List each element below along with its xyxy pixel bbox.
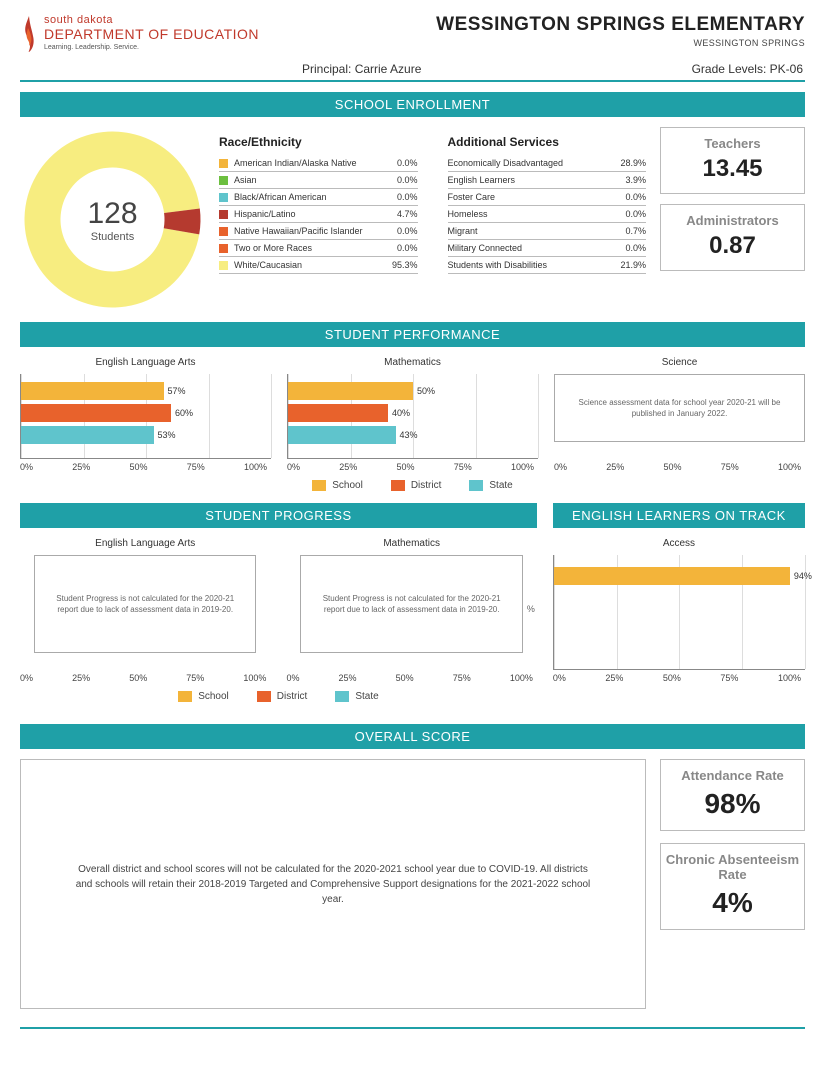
logo-line1: south dakota — [44, 14, 259, 26]
elot-chart: Access94%0%25%50%75%100% — [553, 538, 805, 683]
race-row: Hispanic/Latino4.7% — [219, 206, 418, 223]
legend-district: District — [411, 480, 442, 491]
service-row: Homeless0.0% — [448, 206, 647, 223]
progress-chart: English Language ArtsStudent Progress is… — [20, 538, 270, 683]
attendance-value: 98% — [665, 788, 800, 820]
divider — [20, 80, 805, 82]
service-row: Economically Disadvantaged28.9% — [448, 155, 647, 172]
perf-chart: ScienceScience assessment data for schoo… — [554, 357, 805, 472]
admin-box: Administrators 0.87 — [660, 204, 805, 271]
attendance-label: Attendance Rate — [665, 768, 800, 784]
race-table: Race/Ethnicity American Indian/Alaska Na… — [219, 135, 418, 274]
perf-chart: English Language Arts57%60%53%0%25%50%75… — [20, 357, 271, 472]
teachers-label: Teachers — [665, 136, 800, 151]
admin-label: Administrators — [665, 213, 800, 228]
enrollment-section-bar: SCHOOL ENROLLMENT — [20, 92, 805, 117]
service-row: Military Connected0.0% — [448, 240, 647, 257]
attendance-box: Attendance Rate 98% — [660, 759, 805, 831]
chronic-box: Chronic Absenteeism Rate 4% — [660, 843, 805, 930]
race-row: Two or More Races0.0% — [219, 240, 418, 257]
progress-chart: MathematicsStudent Progress is not calcu… — [286, 538, 536, 683]
sub-header: Principal: Carrie Azure Grade Levels: PK… — [20, 62, 805, 76]
teachers-box: Teachers 13.45 — [660, 127, 805, 194]
perf-chart: Mathematics50%40%43%0%25%50%75%100% — [287, 357, 538, 472]
principal-label: Principal: Carrie Azure — [302, 62, 421, 76]
race-row: White/Caucasian95.3% — [219, 257, 418, 274]
flame-icon — [20, 14, 38, 54]
overall-note: Overall district and school scores will … — [20, 759, 646, 1009]
service-row: English Learners3.9% — [448, 172, 647, 189]
progress-section-bar: STUDENT PROGRESS — [20, 503, 537, 528]
performance-section-bar: STUDENT PERFORMANCE — [20, 322, 805, 347]
bottom-divider — [20, 1027, 805, 1029]
enrollment-block: 128 Students Race/Ethnicity American Ind… — [20, 127, 805, 312]
services-table: Additional Services Economically Disadva… — [448, 135, 647, 274]
legend-state: State — [489, 480, 512, 491]
overall-section-bar: OVERALL SCORE — [20, 724, 805, 749]
logo-line2: DEPARTMENT OF EDUCATION — [44, 26, 259, 42]
logo-tagline: Learning. Leadership. Service. — [44, 44, 259, 51]
school-name: WESSINGTON SPRINGS ELEMENTARY — [436, 14, 805, 36]
race-row: Black/African American0.0% — [219, 189, 418, 206]
race-row: Native Hawaiian/Pacific Islander0.0% — [219, 223, 418, 240]
legend-school: School — [332, 480, 363, 491]
district-name: WESSINGTON SPRINGS — [436, 38, 805, 48]
services-title: Additional Services — [448, 135, 647, 149]
performance-charts: English Language Arts57%60%53%0%25%50%75… — [20, 357, 805, 472]
grade-levels: Grade Levels: PK-06 — [692, 62, 803, 76]
logo: south dakota DEPARTMENT OF EDUCATION Lea… — [20, 14, 259, 54]
student-count: 128 — [87, 197, 137, 231]
progress-charts: English Language ArtsStudent Progress is… — [20, 538, 537, 683]
student-count-label: Students — [87, 231, 137, 243]
service-row: Foster Care0.0% — [448, 189, 647, 206]
service-row: Migrant0.7% — [448, 223, 647, 240]
service-row: Students with Disabilities21.9% — [448, 257, 647, 274]
chronic-label: Chronic Absenteeism Rate — [665, 852, 800, 883]
donut-chart: 128 Students — [20, 127, 205, 312]
page-header: south dakota DEPARTMENT OF EDUCATION Lea… — [20, 14, 805, 54]
teachers-value: 13.45 — [665, 155, 800, 183]
admin-value: 0.87 — [665, 232, 800, 260]
race-row: American Indian/Alaska Native0.0% — [219, 155, 418, 172]
chronic-value: 4% — [665, 887, 800, 919]
overall-block: Overall district and school scores will … — [20, 759, 805, 1009]
elot-section-bar: ENGLISH LEARNERS ON TRACK — [553, 503, 805, 528]
performance-legend: School District State — [20, 480, 805, 491]
progress-legend: School District State — [20, 691, 537, 702]
race-row: Asian0.0% — [219, 172, 418, 189]
race-title: Race/Ethnicity — [219, 135, 418, 149]
